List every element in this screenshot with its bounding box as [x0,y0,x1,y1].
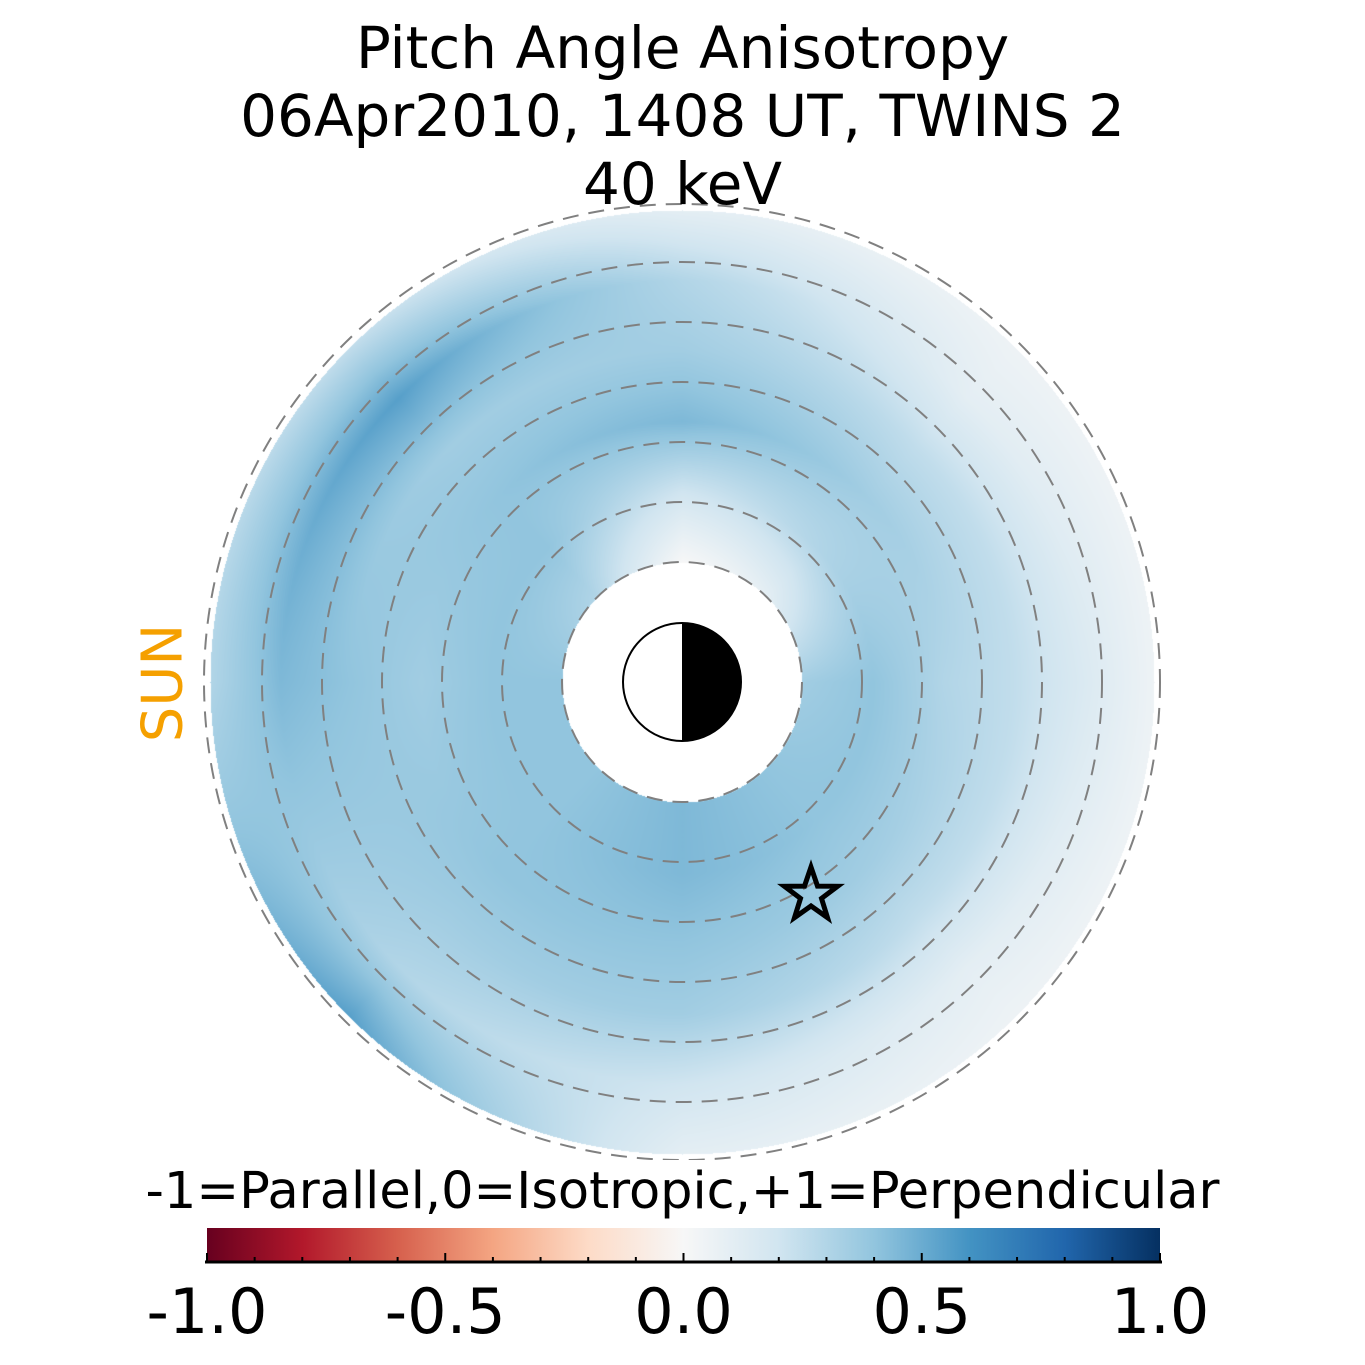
sun-direction-label: SUN [130,623,196,743]
colorbar [207,1228,1160,1262]
colorbar-tick-label: -1.0 [146,1275,268,1348]
colorbar-tick-label: -0.5 [384,1275,506,1348]
chart-subtitle-date: 06Apr2010, 1408 UT, TWINS 2 [240,82,1125,150]
colorbar-tick-label: 0.0 [634,1275,733,1348]
colorbar-label: -1=Parallel,0=Isotropic,+1=Perpendicular [145,1162,1220,1221]
chart-title: Pitch Angle Anisotropy [355,14,1010,82]
anisotropy-heatmap [204,204,1160,1160]
colorbar-tick-label: 0.5 [872,1275,972,1348]
chart-subtitle-energy: 40 keV [582,150,783,218]
colorbar-tick-label: 1.0 [1110,1275,1210,1348]
